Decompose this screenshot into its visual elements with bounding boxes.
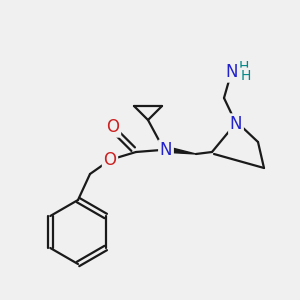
Text: O: O <box>106 118 119 136</box>
Polygon shape <box>169 148 196 154</box>
Text: N: N <box>226 63 238 81</box>
Text: H: H <box>241 69 251 83</box>
Text: O: O <box>103 151 116 169</box>
Text: H: H <box>239 60 249 74</box>
Text: N: N <box>160 141 172 159</box>
Text: N: N <box>230 115 242 133</box>
